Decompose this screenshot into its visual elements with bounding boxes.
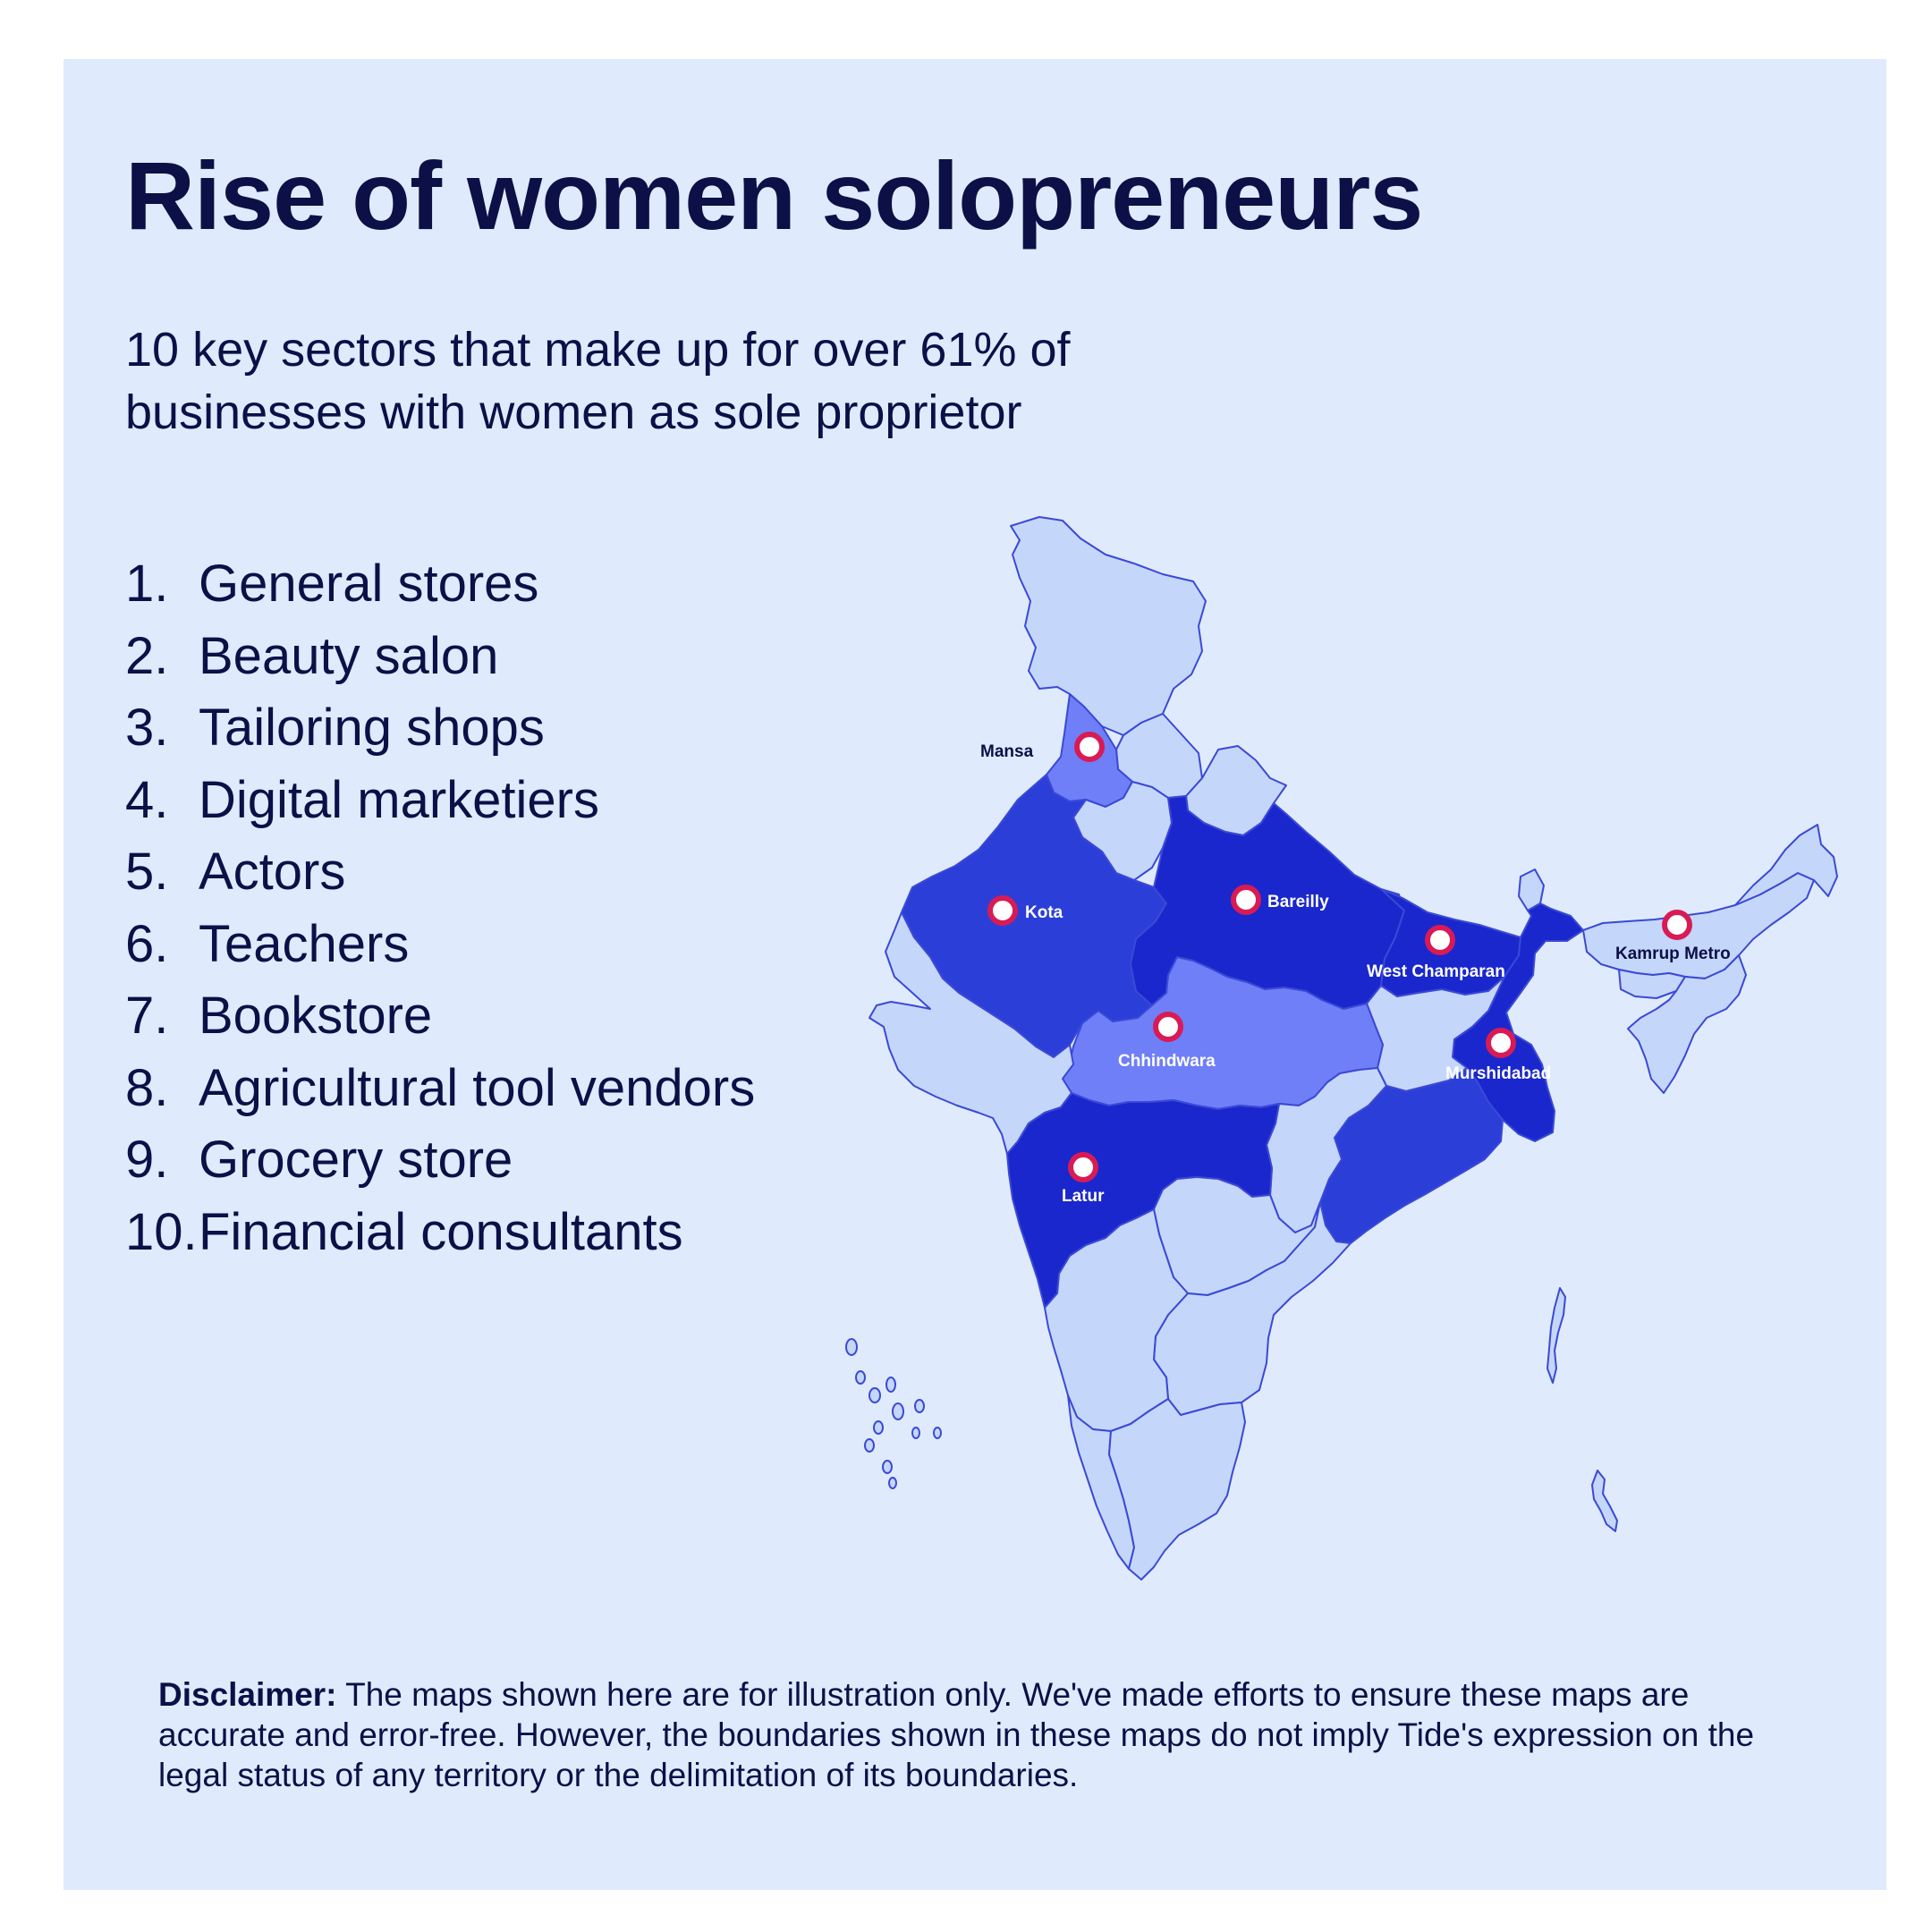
list-item-number: 4. [125, 770, 169, 829]
list-item: 8. Agricultural tool vendors [125, 1053, 755, 1125]
bareilly-label: Bareilly [1267, 893, 1329, 911]
murshidabad-marker [1486, 1028, 1516, 1058]
murshidabad-label: Murshidabad [1445, 1064, 1551, 1083]
list-item-label: General stores [199, 555, 539, 613]
list-item-number: 7. [125, 987, 169, 1045]
list-item: 9. Grocery store [125, 1124, 755, 1197]
disclaimer-label: Disclaimer: [158, 1676, 337, 1713]
kota-label: Kota [1025, 903, 1063, 922]
list-item: 5. Actors [125, 836, 755, 909]
list-item-number: 6. [125, 914, 169, 973]
list-item-number: 10. [125, 1202, 198, 1261]
west-champaran-marker [1425, 925, 1455, 955]
chhindwara-marker [1153, 1012, 1183, 1042]
region-gujarat [869, 911, 1074, 1155]
list-item: 10. Financial consultants [125, 1197, 755, 1269]
list-item-label: Financial consultants [199, 1202, 683, 1261]
list-item: 7. Bookstore [125, 980, 755, 1053]
page-title: Rise of women solopreneurs [125, 141, 1423, 250]
mansa-marker [1074, 732, 1105, 762]
kamrup-metro-label: Kamrup Metro [1615, 945, 1731, 963]
list-item-number: 9. [125, 1131, 169, 1189]
region-andaman-islands [1546, 1287, 1566, 1384]
location-markers [987, 732, 1692, 1182]
list-item-label: Beauty salon [199, 626, 499, 685]
bareilly-marker [1231, 885, 1261, 915]
disclaimer-text: The maps shown here are for illustration… [158, 1676, 1755, 1793]
chhindwara-label: Chhindwara [1118, 1052, 1216, 1071]
list-item-label: Teachers [199, 914, 410, 973]
west-champaran-label: West Champaran [1367, 962, 1505, 981]
list-item: 2. Beauty salon [125, 621, 755, 693]
region-northeast-south [1627, 954, 1747, 1094]
disclaimer: Disclaimer: The maps shown here are for … [158, 1674, 1795, 1795]
list-item-label: Grocery store [199, 1131, 513, 1189]
list-item-label: Agricultural tool vendors [199, 1058, 756, 1117]
list-item-number: 8. [125, 1058, 169, 1117]
region-nicobar-islands [1591, 1470, 1618, 1532]
mansa-label: Mansa [980, 742, 1034, 761]
list-item-label: Tailoring shops [199, 699, 545, 757]
list-item-label: Bookstore [199, 987, 433, 1045]
list-item-number: 1. [125, 555, 169, 613]
region-jammu-kashmir [1010, 516, 1207, 736]
kota-marker [987, 895, 1018, 926]
latur-marker [1068, 1152, 1098, 1182]
list-item-number: 5. [125, 843, 169, 901]
subtitle: 10 key sectors that make up for over 61%… [125, 323, 1071, 439]
sector-list: 1. General stores 2. Beauty salon 3. Tailor… [125, 548, 755, 1268]
region-lakshadweep [845, 1338, 942, 1489]
list-item: 6. Teachers [125, 909, 755, 981]
list-item: 1. General stores [125, 548, 755, 621]
list-item-label: Digital marketiers [199, 770, 599, 829]
list-item-number: 2. [125, 626, 169, 685]
list-item: 3. Tailoring shops [125, 692, 755, 765]
list-item-label: Actors [199, 843, 346, 901]
kamrup-metro-marker [1662, 910, 1692, 940]
list-item: 4. Digital marketiers [125, 765, 755, 837]
region-arunachal [1734, 824, 1838, 906]
latur-label: Latur [1062, 1187, 1105, 1206]
region-tamil-nadu [1108, 1398, 1246, 1580]
list-item-number: 3. [125, 699, 169, 757]
